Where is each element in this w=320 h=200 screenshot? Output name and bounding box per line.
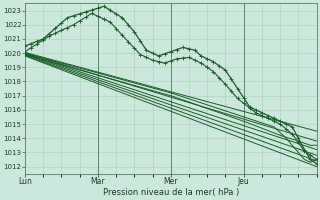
X-axis label: Pression niveau de la mer( hPa ): Pression niveau de la mer( hPa ): [103, 188, 239, 197]
